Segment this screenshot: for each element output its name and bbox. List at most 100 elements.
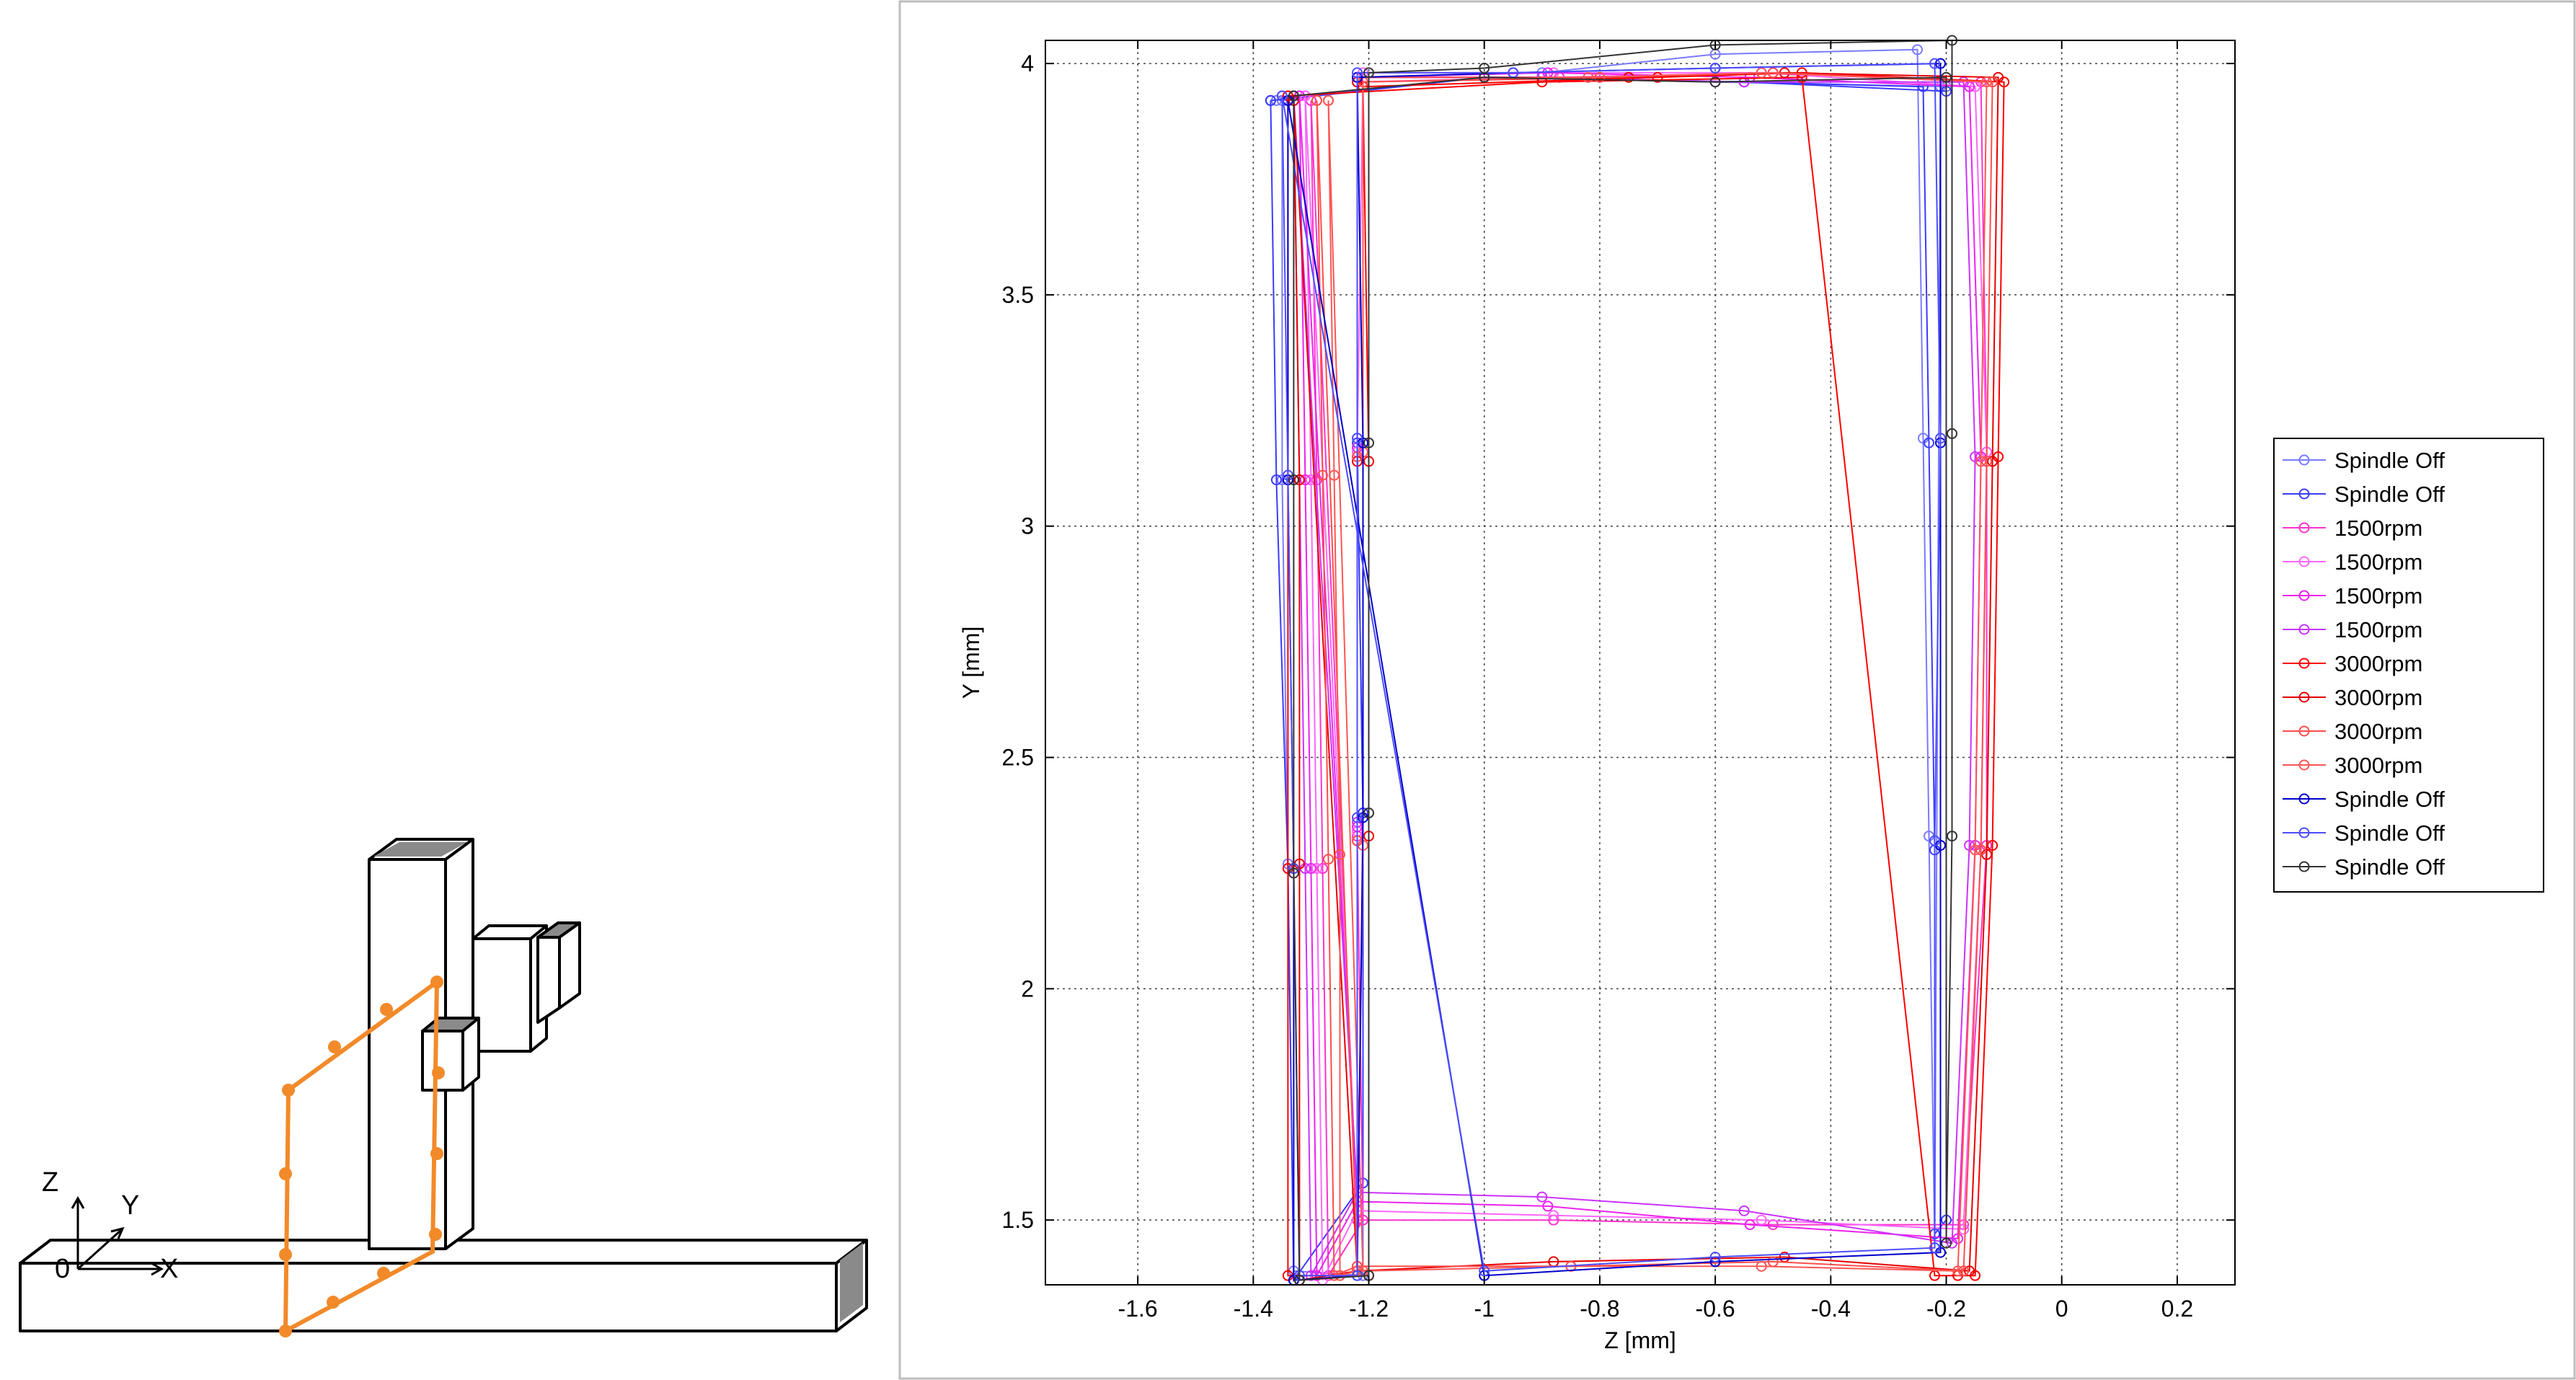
- data-point: [1270, 474, 1282, 486]
- legend-label: Spindle Off: [2334, 448, 2445, 473]
- data-point: [1276, 90, 1288, 102]
- data-point: [1311, 863, 1322, 875]
- data-point: [1542, 1200, 1554, 1212]
- legend-item: 1500rpm: [2283, 516, 2422, 541]
- plot-frame: [1045, 40, 2236, 1286]
- grid-layer: [1045, 40, 2235, 1285]
- legend-label: Spindle Off: [2334, 482, 2445, 507]
- legend-item: 3000rpm: [2283, 753, 2422, 778]
- data-point: [1929, 1242, 1940, 1254]
- data-point: [1738, 1205, 1750, 1216]
- legend-marker: [2298, 658, 2310, 669]
- data-point: [1947, 428, 1958, 439]
- data-point: [1935, 58, 1947, 69]
- data-point: [1288, 90, 1299, 102]
- legend-label: Spindle Off: [2334, 821, 2445, 846]
- legend-marker: [2298, 759, 2310, 771]
- legend-item: Spindle Off: [2283, 854, 2445, 880]
- data-point: [1929, 835, 1940, 846]
- legend-item: 1500rpm: [2283, 617, 2422, 642]
- series-line: [1293, 39, 1953, 1281]
- legend-label: 1500rpm: [2334, 617, 2422, 642]
- path-point: [430, 1147, 443, 1160]
- path-point: [279, 1248, 292, 1261]
- data-point: [1941, 1237, 1952, 1249]
- trajectory-chart: -1.6 -1.4 -1.2 -1 -0.8 -0.6 -0.4 -0.2 0 0.2 1.5 2 2.…: [898, 0, 2576, 1380]
- data-point: [1756, 67, 1767, 79]
- data-point: [1975, 844, 1987, 856]
- data-point: [1947, 831, 1958, 842]
- coordinate-triad: [71, 1195, 164, 1276]
- data-point: [1352, 67, 1363, 79]
- data-point: [1299, 474, 1311, 486]
- data-point: [1363, 67, 1375, 79]
- path-point: [328, 1040, 341, 1053]
- legend-marker: [2298, 624, 2310, 635]
- legend-box: [2273, 438, 2544, 893]
- data-point: [1265, 94, 1276, 106]
- x-tick-label: -1.2: [1349, 1296, 1389, 1322]
- data-point: [1981, 76, 1993, 88]
- data-point: [1322, 94, 1334, 106]
- legend-item: 3000rpm: [2283, 651, 2422, 676]
- data-point: [1987, 76, 1999, 88]
- x-axis-label: Z [mm]: [1604, 1327, 1676, 1353]
- data-point: [1756, 1260, 1767, 1272]
- chart-panel: -1.6 -1.4 -1.2 -1 -0.8 -0.6 -0.4 -0.2 0 0.2 1.5 2 2.…: [898, 0, 2576, 1380]
- legend-item: Spindle Off: [2283, 821, 2445, 846]
- legend-marker: [2298, 725, 2310, 737]
- path-point: [327, 1296, 340, 1309]
- legend-item: Spindle Off: [2283, 482, 2445, 507]
- legend-label: Spindle Off: [2334, 787, 2445, 812]
- legend-label: 3000rpm: [2334, 719, 2422, 744]
- tool-path: [279, 976, 445, 1337]
- data-point: [1987, 839, 1999, 851]
- data-point: [1923, 437, 1934, 448]
- legend-item: 3000rpm: [2283, 719, 2422, 744]
- y-tick-label: 3.5: [1002, 282, 1034, 308]
- series-line: [1327, 71, 1988, 1277]
- x-tick-label: -1: [1474, 1296, 1495, 1322]
- data-point: [1941, 71, 1952, 83]
- x-tick-label: -0.6: [1696, 1296, 1735, 1322]
- data-point: [1288, 867, 1299, 879]
- legend-item: 1500rpm: [2283, 549, 2422, 575]
- data-point: [1479, 71, 1490, 83]
- data-point: [1311, 94, 1322, 106]
- legend-label: 3000rpm: [2334, 685, 2422, 710]
- data-point: [1479, 1265, 1490, 1277]
- legend-item: 1500rpm: [2283, 583, 2422, 609]
- legend-label: 3000rpm: [2334, 651, 2422, 676]
- legend: Spindle Off Spindle Off 1500rpm 1500rpm 1500…: [2273, 438, 2544, 893]
- y-tick-label: 3: [1021, 513, 1034, 539]
- legend-marker: [2298, 488, 2310, 500]
- data-point: [1293, 474, 1305, 486]
- series-13: [1288, 35, 1958, 1286]
- path-point: [377, 1267, 390, 1280]
- y-axis-label: Y [mm]: [958, 627, 984, 699]
- data-point: [1709, 1252, 1721, 1263]
- x-tick-label: -0.2: [1926, 1296, 1966, 1322]
- data-point: [1305, 863, 1316, 875]
- data-point: [1958, 1265, 1970, 1277]
- data-point: [1911, 44, 1923, 56]
- path-point: [380, 1003, 393, 1016]
- axis-z-label: Z: [42, 1167, 58, 1198]
- legend-marker: [2298, 522, 2310, 534]
- x-tick-label: -0.8: [1580, 1296, 1619, 1322]
- path-point: [430, 976, 443, 988]
- data-point: [1548, 1210, 1559, 1221]
- path-point: [429, 1228, 442, 1241]
- legend-marker: [2298, 793, 2310, 805]
- x-tick-label: -1.6: [1118, 1296, 1158, 1322]
- path-point: [279, 1167, 292, 1180]
- legend-marker: [2298, 861, 2310, 872]
- x-tick-label: 0: [2055, 1296, 2068, 1322]
- y-tick-label: 1.5: [1002, 1207, 1034, 1233]
- legend-item: 3000rpm: [2283, 685, 2422, 710]
- data-point: [1583, 71, 1594, 83]
- legend-marker: [2298, 691, 2310, 703]
- data-point: [1929, 58, 1940, 69]
- axis-y-label: Y: [121, 1190, 139, 1221]
- data-point: [1975, 456, 1987, 467]
